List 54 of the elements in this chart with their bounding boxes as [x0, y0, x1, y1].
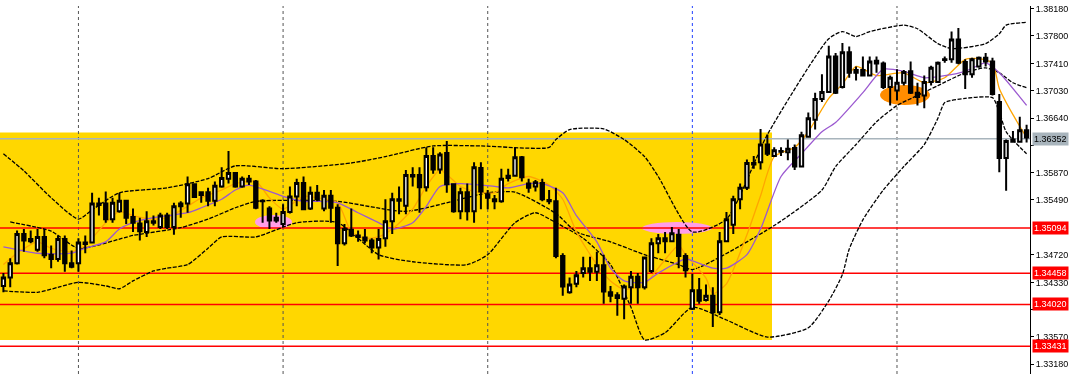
candlestick [839, 41, 846, 90]
candlestick [68, 249, 75, 270]
candlestick [116, 191, 123, 214]
y-tick-label: 1.37030 [1035, 85, 1069, 96]
candlestick [300, 175, 307, 211]
ref-line-label: 1.33431 [1034, 341, 1067, 351]
y-tick-label: 1.35490 [1035, 195, 1069, 206]
candlestick [34, 228, 41, 253]
candlestick [942, 55, 948, 64]
candlestick [307, 185, 314, 211]
y-tick-label: 1.33180 [1035, 359, 1069, 370]
candlestick [225, 149, 232, 185]
candlestick [607, 284, 614, 304]
candlestick [566, 276, 573, 295]
candlestick [907, 60, 914, 96]
y-tick-label: 1.36640 [1035, 113, 1069, 124]
candlestick [491, 193, 498, 211]
y-tick-label: 1.35870 [1035, 168, 1069, 179]
y-tick-label: 1.37800 [1035, 30, 1069, 41]
candlestick [832, 51, 839, 96]
candlestick [485, 189, 491, 211]
candlestick [764, 133, 771, 157]
candlestick [798, 130, 805, 169]
candlestick [498, 167, 505, 204]
candlestick [150, 214, 157, 227]
candlestick [259, 198, 266, 224]
candlestick [525, 177, 532, 194]
candlestick [757, 127, 764, 171]
ref-line-label: 1.34020 [1034, 299, 1067, 309]
candlestick [375, 228, 382, 261]
candlestick [914, 81, 921, 107]
candlestick [948, 30, 955, 64]
candlestick [573, 269, 580, 289]
candlestick [457, 186, 464, 221]
candlestick [382, 198, 389, 248]
ref-line-label: 1.36352 [1034, 134, 1067, 144]
y-tick-label: 1.33570 [1035, 331, 1069, 342]
candlestick [416, 166, 423, 214]
y-tick-label: 1.34720 [1035, 249, 1069, 260]
candlestick [266, 205, 273, 231]
candlestick [109, 196, 116, 224]
ref-line-label: 1.35094 [1034, 223, 1067, 233]
candlestick [184, 175, 191, 214]
candlestick [450, 182, 457, 214]
y-tick-label: 1.37410 [1035, 58, 1069, 69]
ref-line-label: 1.34458 [1034, 268, 1067, 278]
candlestick [955, 27, 962, 66]
y-tick-label: 1.38180 [1035, 3, 1069, 14]
candlestick [341, 223, 348, 247]
candlestick [873, 55, 880, 74]
candlestick [532, 179, 539, 193]
candlestick [191, 182, 198, 199]
y-tick-label: 1.34330 [1035, 277, 1069, 288]
candlestick [689, 272, 696, 312]
